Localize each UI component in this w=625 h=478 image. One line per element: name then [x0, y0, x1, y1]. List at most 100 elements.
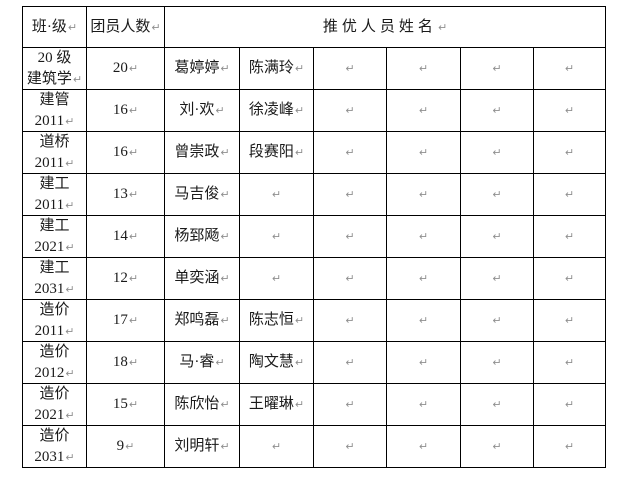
- recommended-name-text: 陶文慧: [248, 354, 294, 371]
- recommended-name-cell: 陶文慧↵: [239, 341, 314, 384]
- member-count-value: 12: [112, 270, 128, 287]
- table-row: 造价 2021↵ 15↵ 陈欣怡↵ 王曜琳↵ ↵ ↵ ↵ ↵: [22, 383, 607, 426]
- paragraph-return-mark: ↵: [564, 188, 575, 202]
- recommended-name-text: 郑鸣磊: [174, 312, 220, 329]
- empty-name-cell: ↵: [239, 215, 314, 258]
- header-recommended-names-label: 推优人员姓名: [322, 18, 437, 35]
- class-year-line: 建筑学↵: [24, 69, 86, 89]
- member-count-cell: 20↵: [86, 47, 165, 90]
- class-year-line: 2031↵: [24, 279, 86, 299]
- member-count-value: 20: [112, 60, 128, 77]
- member-count-value: 13: [112, 186, 128, 203]
- class-name-line: 建工: [24, 175, 86, 195]
- class-name-line: 造价: [24, 427, 86, 447]
- empty-name-cell: ↵: [313, 383, 387, 426]
- paragraph-return-mark: ↵: [345, 146, 355, 160]
- empty-name-cell: ↵: [460, 47, 534, 90]
- class-cell: 造价 2031↵: [22, 425, 87, 468]
- paragraph-return-mark: ↵: [492, 104, 502, 118]
- empty-name-cell: ↵: [313, 173, 387, 216]
- class-cell: 20 级建筑学↵: [22, 47, 87, 90]
- recommended-name-text: 徐凌峰: [248, 102, 294, 119]
- recommended-name-text: 段赛阳: [248, 144, 294, 161]
- paragraph-return-mark: ↵: [220, 230, 230, 244]
- recommended-name-cell: 段赛阳↵: [239, 131, 314, 174]
- class-name-text: 造价: [39, 386, 70, 403]
- header-member-count-label: 团员人数: [90, 18, 151, 35]
- paragraph-return-mark: ↵: [418, 314, 429, 328]
- recommended-name-cell: 徐凌峰↵: [239, 89, 314, 132]
- empty-name-cell: ↵: [532, 299, 607, 342]
- paragraph-return-mark: ↵: [128, 146, 139, 160]
- class-name-text: 造价: [39, 428, 70, 445]
- empty-name-cell: ↵: [532, 131, 607, 174]
- empty-name-cell: ↵: [313, 47, 387, 90]
- recommended-name-text: 刘·欢: [179, 102, 215, 119]
- paragraph-return-mark: ↵: [215, 104, 225, 118]
- class-name-line: 造价: [24, 385, 86, 405]
- class-name-line: 造价: [24, 343, 86, 363]
- class-year-text: 2011: [34, 322, 65, 339]
- class-name-line: 道桥: [24, 133, 86, 153]
- header-class: 班·级↵: [22, 6, 87, 48]
- empty-name-cell: ↵: [313, 89, 387, 132]
- paragraph-return-mark: ↵: [67, 20, 78, 34]
- paragraph-return-mark: ↵: [492, 230, 502, 244]
- paragraph-return-mark: ↵: [564, 62, 575, 76]
- empty-name-cell: ↵: [239, 257, 314, 300]
- member-count-cell: 16↵: [86, 89, 165, 132]
- empty-name-cell: ↵: [460, 425, 534, 468]
- recommended-name-cell: 曾崇政↵: [164, 131, 240, 174]
- paragraph-return-mark: ↵: [492, 314, 502, 328]
- table-row: 建工 2031↵ 12↵ 单奕涵↵ ↵ ↵ ↵ ↵ ↵: [22, 257, 607, 300]
- paragraph-return-mark: ↵: [345, 440, 355, 454]
- member-count-value: 14: [112, 228, 128, 245]
- table-body: 20 级建筑学↵ 20↵ 葛婷婷↵ 陈满玲↵ ↵ ↵ ↵ ↵ 建管 2011↵ 16↵ 刘·欢↵ 徐凌峰…: [22, 47, 607, 468]
- class-name-line: 建工: [24, 217, 86, 237]
- paragraph-return-mark: ↵: [492, 398, 502, 412]
- paragraph-return-mark: ↵: [220, 440, 230, 454]
- recommended-name-cell: 陈满玲↵: [239, 47, 314, 90]
- empty-name-cell: ↵: [313, 215, 387, 258]
- class-name-text: 建工: [39, 260, 70, 277]
- class-year-text: 2021: [34, 238, 65, 255]
- empty-name-cell: ↵: [532, 173, 607, 216]
- member-count-value: 18: [112, 354, 128, 371]
- class-year-text: 2011: [34, 154, 65, 171]
- paragraph-return-mark: ↵: [128, 272, 139, 286]
- empty-name-cell: ↵: [460, 215, 534, 258]
- empty-name-cell: ↵: [460, 89, 534, 132]
- paragraph-return-mark: ↵: [294, 398, 305, 412]
- paragraph-return-mark: ↵: [271, 188, 282, 202]
- paragraph-return-mark: ↵: [220, 62, 230, 76]
- member-count-cell: 12↵: [86, 257, 165, 300]
- paragraph-return-mark: ↵: [125, 440, 135, 454]
- paragraph-return-mark: ↵: [564, 440, 575, 454]
- paragraph-return-mark: ↵: [418, 398, 429, 412]
- paragraph-return-mark: ↵: [65, 408, 75, 422]
- member-count-cell: 18↵: [86, 341, 165, 384]
- class-cell: 建工 2021↵: [22, 215, 87, 258]
- paragraph-return-mark: ↵: [345, 398, 355, 412]
- empty-name-cell: ↵: [239, 425, 314, 468]
- class-cell: 建工 2031↵: [22, 257, 87, 300]
- recommended-name-cell: 刘·欢↵: [164, 89, 240, 132]
- recommended-name-cell: 陈志恒↵: [239, 299, 314, 342]
- paragraph-return-mark: ↵: [294, 62, 305, 76]
- recommended-name-cell: 陈欣怡↵: [164, 383, 240, 426]
- empty-name-cell: ↵: [239, 173, 314, 216]
- empty-name-cell: ↵: [460, 341, 534, 384]
- paragraph-return-mark: ↵: [418, 188, 429, 202]
- class-year-text: 2021: [34, 406, 65, 423]
- paragraph-return-mark: ↵: [151, 20, 161, 34]
- paragraph-return-mark: ↵: [220, 188, 230, 202]
- paragraph-return-mark: ↵: [437, 20, 448, 34]
- paragraph-return-mark: ↵: [492, 146, 502, 160]
- recommended-name-cell: 王曜琳↵: [239, 383, 314, 426]
- recommended-name-text: 陈志恒: [248, 312, 294, 329]
- class-year-line: 2031↵: [24, 447, 86, 467]
- empty-name-cell: ↵: [386, 257, 461, 300]
- class-cell: 造价 2021↵: [22, 383, 87, 426]
- empty-name-cell: ↵: [532, 47, 607, 90]
- recommended-name-text: 葛婷婷: [174, 60, 220, 77]
